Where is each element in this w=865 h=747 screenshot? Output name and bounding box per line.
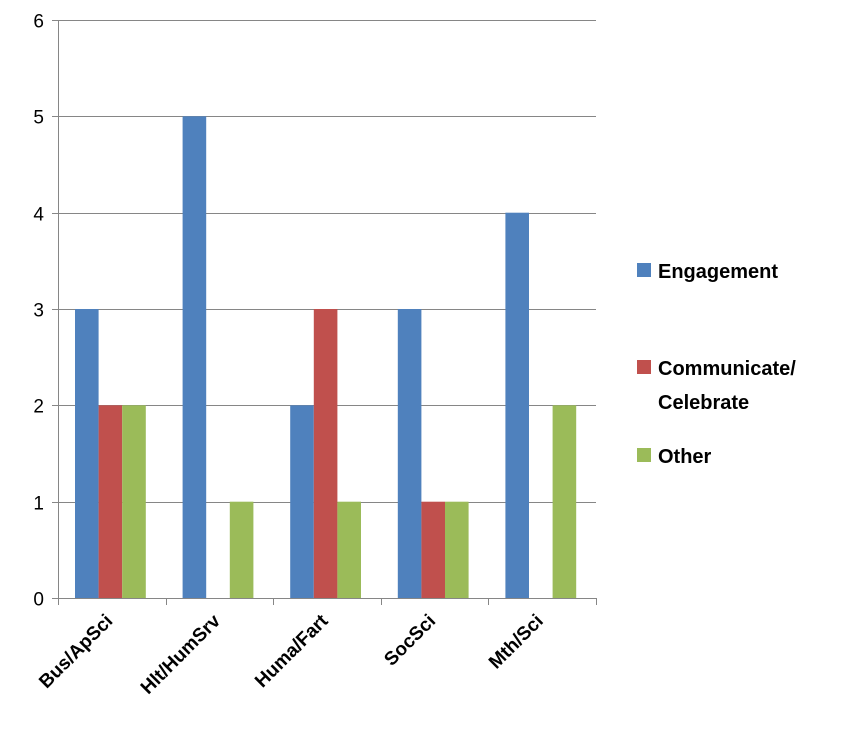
legend: Engagement Communicate/Celebrate Other [637, 261, 796, 468]
x-tick-label: Hlt/HumSrv [137, 610, 225, 698]
legend-swatch [637, 448, 651, 462]
legend-label: Celebrate [658, 392, 749, 414]
bar-engagement-bus-apsci [75, 309, 99, 598]
bar-other-hlt-humsrv [229, 501, 254, 598]
y-axis-tick-labels: 0 1 2 3 4 5 6 [33, 12, 44, 611]
legend-item-other: Other [637, 446, 712, 468]
x-tick-label: Huma/Fart [251, 610, 333, 692]
bar-communicate-celebrate-bus-apsci [98, 405, 123, 598]
bar-communicate-celebrate-huma-fart [313, 309, 338, 598]
bar-other-huma-fart [337, 501, 361, 598]
bar-engagement-huma-fart [290, 405, 314, 598]
y-tick-label: 1 [33, 494, 44, 515]
bar-other-socsci [445, 501, 469, 598]
y-tick-label: 2 [33, 397, 44, 418]
bar-other-mth-sci [552, 405, 577, 598]
bars [75, 116, 577, 599]
legend-item-engagement: Engagement [637, 261, 778, 283]
legend-item-communicate-celebrate: Communicate/Celebrate [637, 358, 796, 414]
legend-label: Engagement [658, 261, 778, 283]
y-tick-label: 3 [33, 301, 44, 322]
legend-swatch [637, 360, 651, 374]
bar-engagement-hlt-humsrv [182, 116, 207, 599]
legend-label: Communicate/ [658, 358, 796, 380]
y-tick-label: 0 [33, 590, 44, 611]
x-tick-label: Bus/ApSci [35, 611, 117, 693]
axes [52, 20, 597, 605]
y-tick-label: 4 [33, 205, 44, 226]
bar-engagement-socsci [397, 309, 422, 598]
bar-other-bus-apsci [122, 405, 146, 598]
y-tick-label: 6 [33, 12, 44, 33]
y-tick-label: 5 [33, 108, 44, 129]
x-tick-label: Mth/Sci [485, 611, 548, 674]
bar-communicate-celebrate-socsci [421, 501, 445, 598]
legend-label: Other [658, 446, 712, 468]
x-tick-label: SocSci [380, 611, 440, 671]
legend-swatch [637, 263, 651, 277]
bar-engagement-mth-sci [505, 212, 529, 598]
x-axis-tick-labels: Bus/ApSci Hlt/HumSrv Huma/Fart SocSci Mth/Sc… [35, 610, 547, 698]
